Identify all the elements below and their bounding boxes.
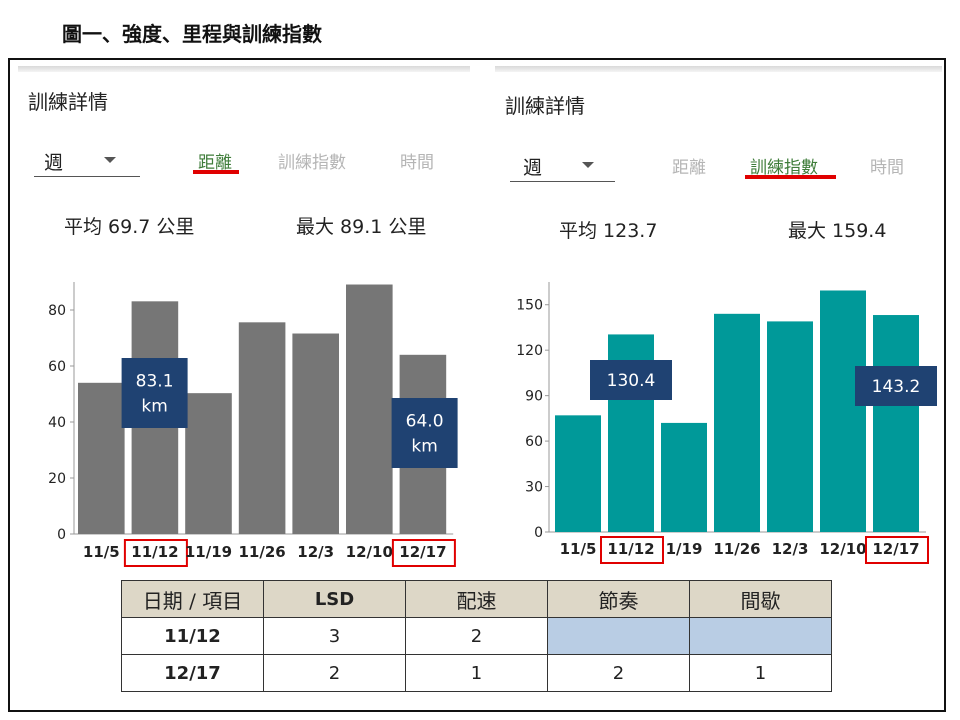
- header-pace: 配速: [405, 580, 548, 618]
- average-stat: 平均 123.7: [559, 220, 658, 242]
- callout-label: 130.4: [607, 371, 656, 391]
- highlight-box: [391, 539, 456, 567]
- y-tick-label: 60: [48, 359, 66, 375]
- panel-title: 訓練詳情: [28, 90, 108, 114]
- y-tick-label: 0: [57, 527, 66, 543]
- panel-top-shadow: [495, 66, 942, 72]
- callout-label: 83.1: [136, 372, 174, 392]
- tab-training-index[interactable]: 訓練指數: [750, 158, 818, 178]
- period-value: 週: [523, 157, 543, 179]
- dropdown-underline: [510, 181, 615, 182]
- x-tick-label: 11/5: [560, 540, 597, 558]
- cell-lsd: 2: [263, 654, 406, 692]
- callout-label: 143.2: [872, 377, 921, 397]
- bar: [767, 321, 813, 532]
- bar: [292, 333, 339, 534]
- cell-interval: [689, 617, 832, 655]
- y-tick-label: 30: [525, 480, 543, 496]
- maximum-stat: 最大 159.4: [788, 220, 887, 242]
- x-tick-label: 11/19: [185, 543, 232, 561]
- y-tick-label: 150: [516, 298, 543, 314]
- maximum-stat: 最大 89.1 公里: [296, 216, 427, 238]
- row-date: 11/12: [121, 617, 264, 655]
- y-tick-label: 60: [525, 434, 543, 450]
- active-tab-indicator: [745, 175, 836, 179]
- cell-lsd: 3: [263, 617, 406, 655]
- y-tick-label: 90: [525, 389, 543, 405]
- table-row: 12/17 2 1 2 1: [121, 654, 832, 692]
- cell-interval: 1: [689, 654, 832, 692]
- bar: [78, 382, 125, 534]
- bar: [555, 415, 601, 532]
- x-tick-label: 12/3: [772, 540, 809, 558]
- y-tick-label: 20: [48, 471, 66, 487]
- period-value: 週: [44, 152, 64, 174]
- cell-tempo: 2: [547, 654, 690, 692]
- bar: [820, 290, 866, 532]
- x-tick-label: 12/10: [346, 543, 393, 561]
- y-tick-label: 0: [534, 525, 543, 541]
- tab-distance[interactable]: 距離: [672, 158, 706, 178]
- header-lsd: LSD: [263, 580, 406, 618]
- highlight-box: [600, 536, 664, 564]
- header-interval: 間歇: [689, 580, 832, 618]
- x-tick-label: 11/26: [238, 543, 285, 561]
- y-tick-label: 40: [48, 415, 66, 431]
- figure-frame: [8, 58, 946, 712]
- average-stat: 平均 69.7 公里: [64, 216, 195, 238]
- x-tick-label: 11/5: [83, 543, 120, 561]
- dropdown-underline: [34, 176, 140, 177]
- training-summary-table: 日期 / 項目 LSD 配速 節奏 間歇 11/12 3 2 12/17 2 1…: [121, 580, 832, 692]
- x-tick-label: 11/12: [607, 540, 654, 558]
- panel-top-shadow: [18, 66, 470, 72]
- cell-pace: 2: [405, 617, 548, 655]
- callout-label: 64.0: [406, 412, 444, 432]
- chevron-down-icon: [104, 157, 116, 163]
- bar: [346, 284, 393, 534]
- value-callout: [121, 358, 188, 428]
- tab-time[interactable]: 時間: [870, 158, 904, 178]
- bar: [185, 393, 232, 534]
- highlight-box: [123, 539, 188, 567]
- y-tick-label: 120: [516, 343, 543, 359]
- cell-pace: 1: [405, 654, 548, 692]
- header-tempo: 節奏: [547, 580, 690, 618]
- panel-title: 訓練詳情: [505, 94, 585, 118]
- y-tick-label: 80: [48, 303, 66, 319]
- x-tick-label: 11/26: [713, 540, 760, 558]
- highlight-box: [865, 536, 929, 564]
- table-header-row: 日期 / 項目 LSD 配速 節奏 間歇: [121, 580, 832, 618]
- table-row: 11/12 3 2: [121, 617, 832, 655]
- x-tick-label: 12/17: [872, 540, 919, 558]
- x-tick-label: 12/10: [819, 540, 866, 558]
- x-tick-label: 12/3: [297, 543, 334, 561]
- active-tab-indicator: [193, 170, 239, 174]
- value-callout: [391, 398, 458, 468]
- value-callout: [590, 360, 672, 400]
- chevron-down-icon: [582, 162, 594, 168]
- callout-label: km: [141, 397, 167, 417]
- bar: [238, 322, 286, 534]
- value-callout: [855, 366, 937, 406]
- callout-label: km: [411, 437, 437, 457]
- row-date: 12/17: [121, 654, 264, 692]
- bar: [873, 315, 919, 532]
- tab-time[interactable]: 時間: [400, 153, 434, 173]
- tab-distance[interactable]: 距離: [198, 153, 232, 173]
- bar: [661, 422, 707, 532]
- figure-title: 圖一、強度、里程與訓練指數: [62, 22, 322, 46]
- bar: [714, 313, 760, 532]
- header-date-item: 日期 / 項目: [121, 580, 264, 618]
- cell-tempo: [547, 617, 690, 655]
- x-tick-label: 12/17: [399, 543, 446, 561]
- x-tick-label: 11/12: [131, 543, 178, 561]
- x-tick-label: 1/19: [666, 540, 703, 558]
- tab-training-index[interactable]: 訓練指數: [278, 153, 346, 173]
